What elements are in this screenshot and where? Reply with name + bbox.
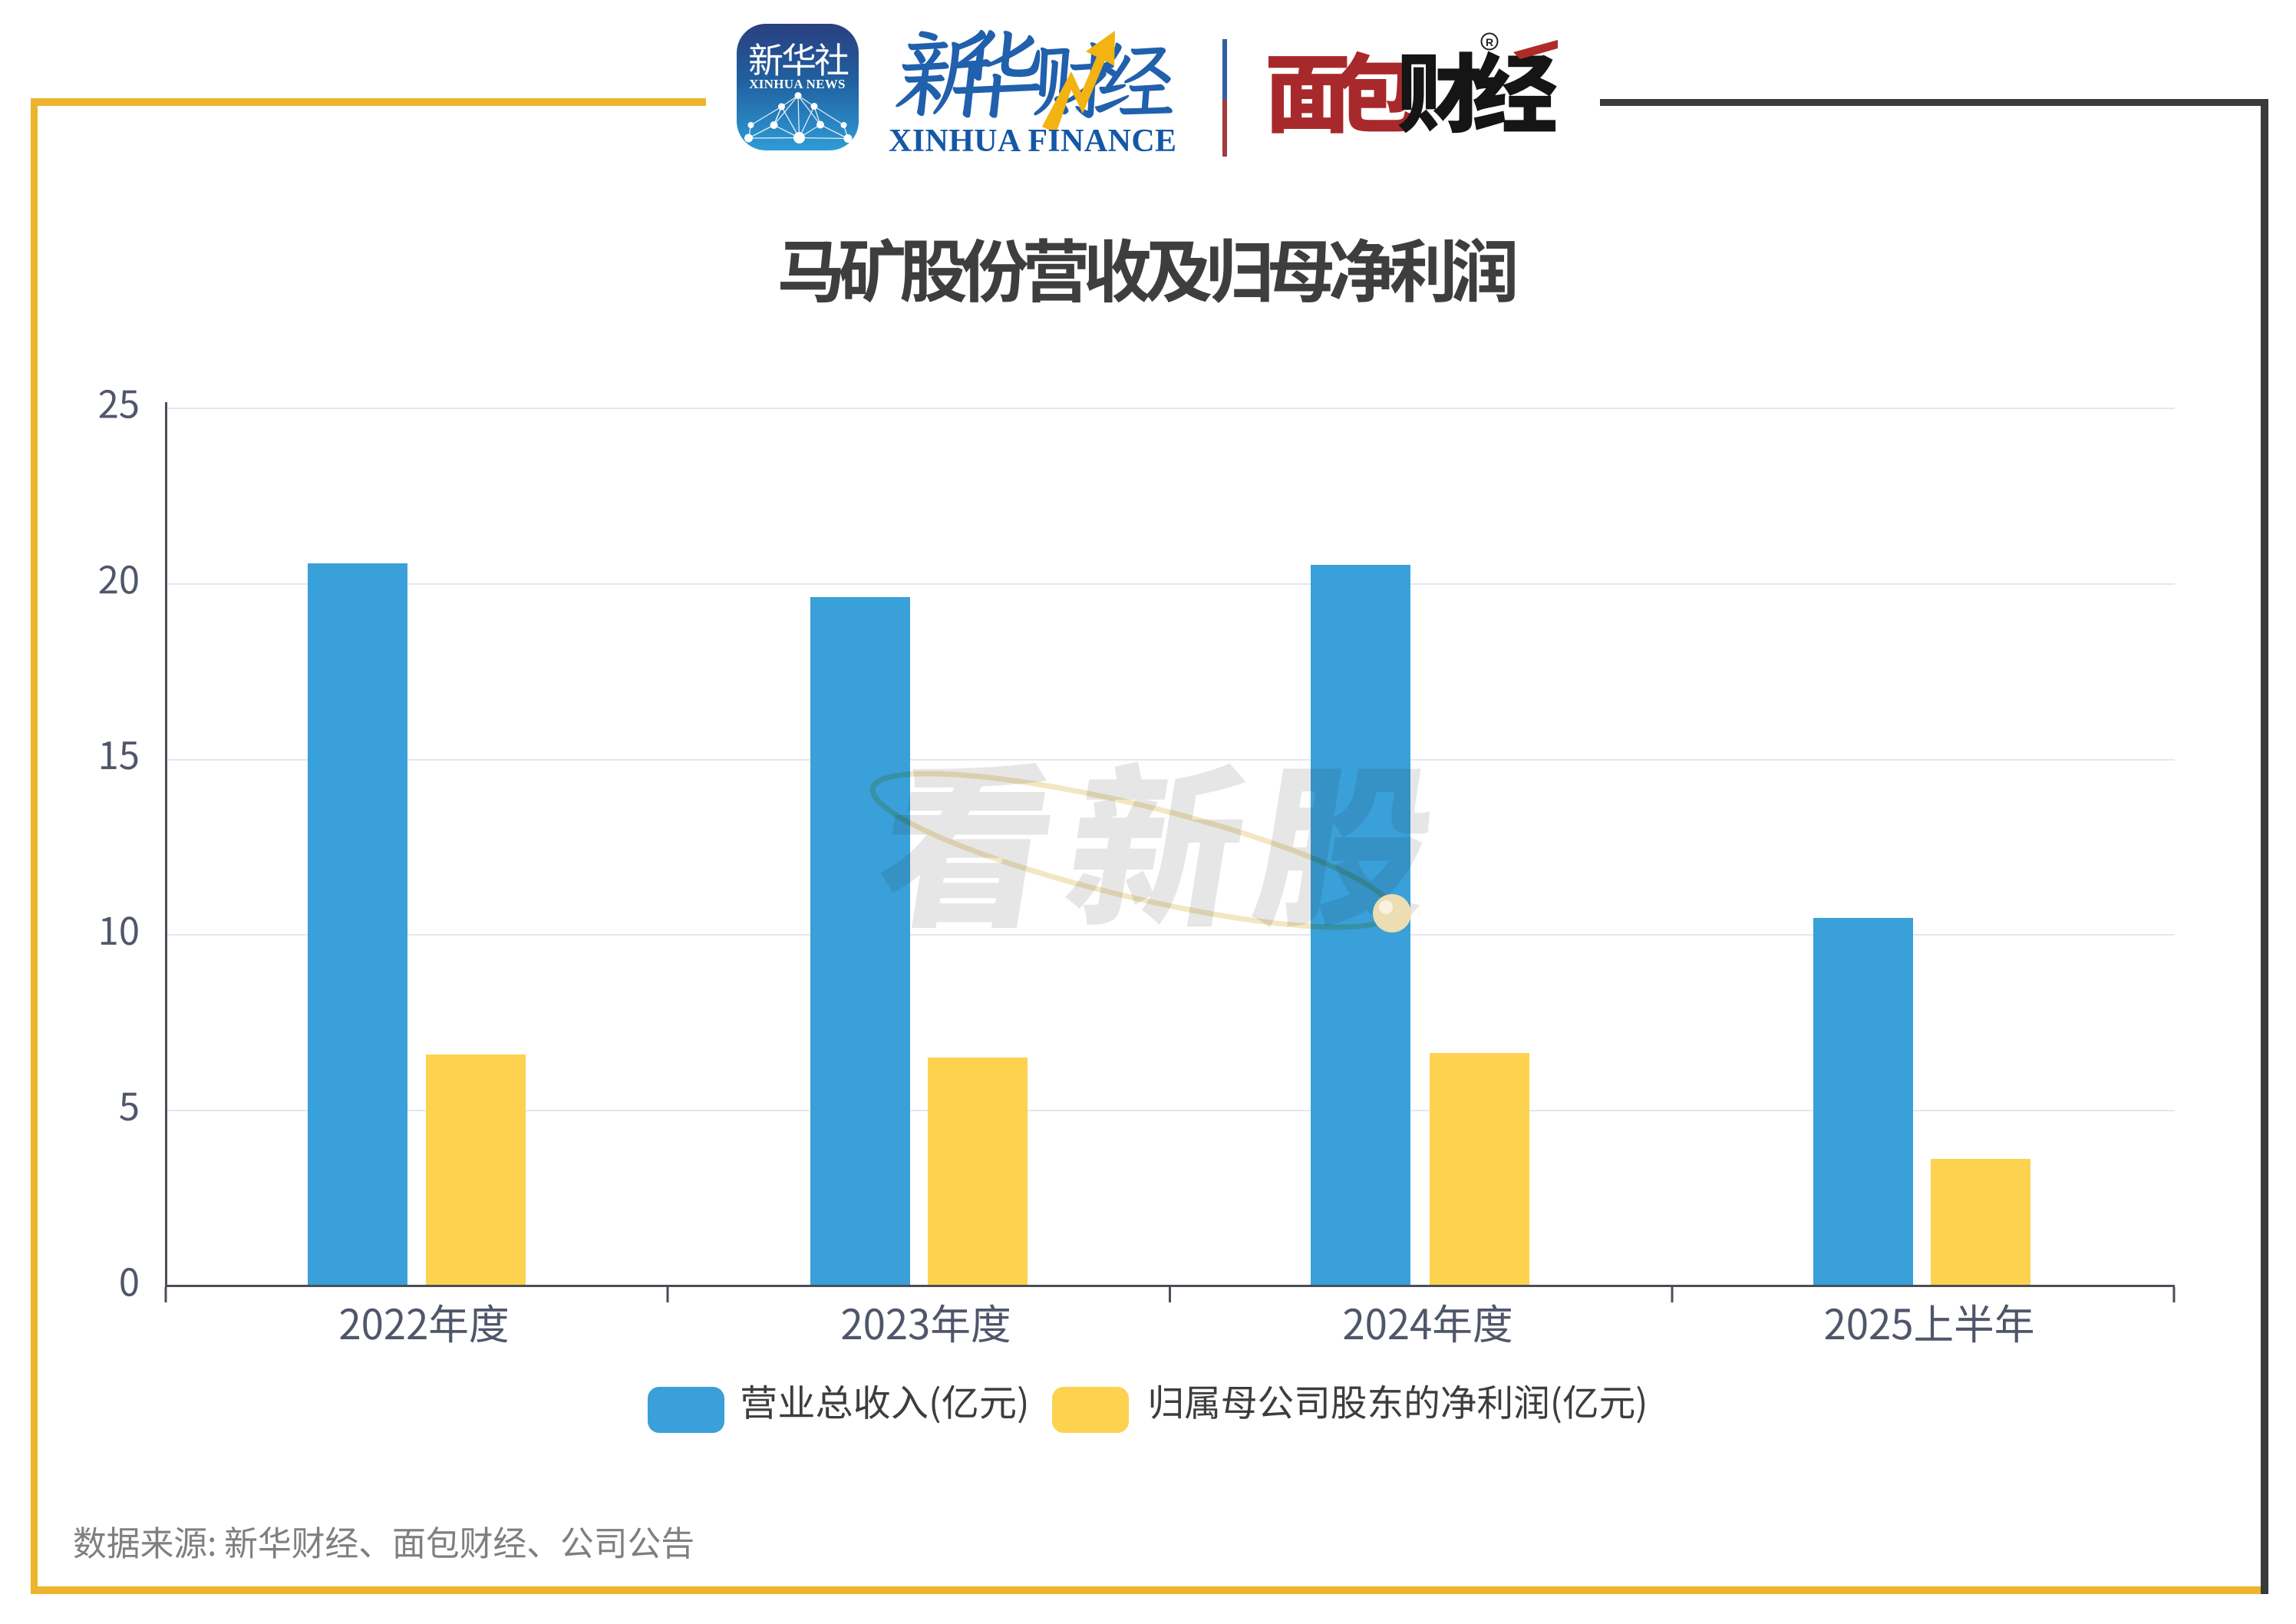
svg-text:XINHUA FINANCE: XINHUA FINANCE (889, 124, 1176, 159)
svg-text:XINHUA NEWS: XINHUA NEWS (749, 77, 846, 91)
svg-text:R: R (1486, 36, 1493, 48)
